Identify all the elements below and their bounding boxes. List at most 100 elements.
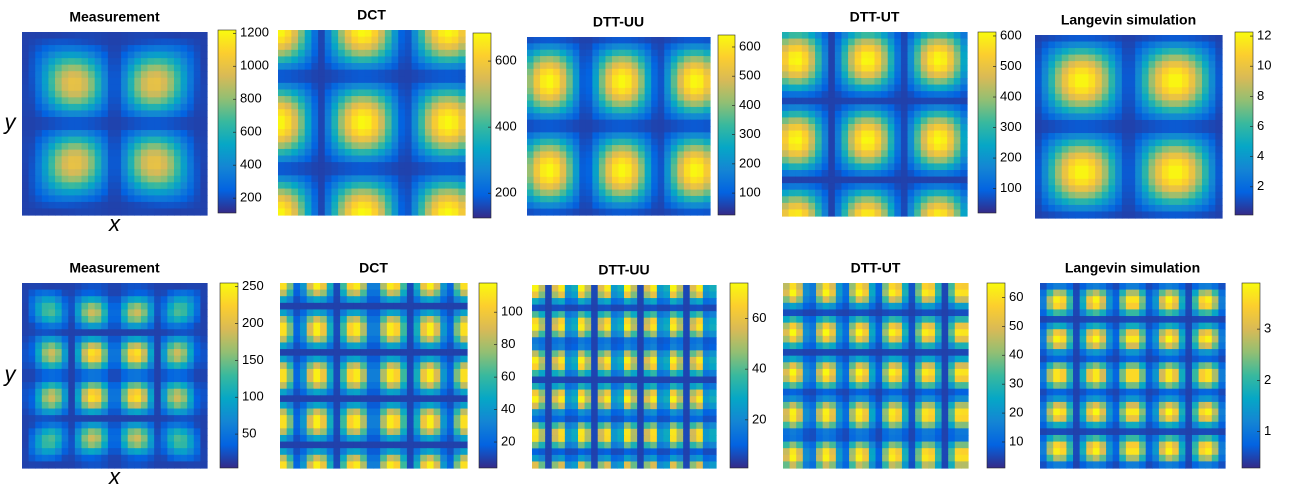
heatmap-cell [187, 455, 194, 462]
heatmap-cell [638, 196, 645, 203]
heatmap-cell [1135, 205, 1142, 212]
heatmap-cell [108, 110, 115, 117]
heatmap-cell [808, 131, 815, 138]
heatmap-cell [573, 82, 580, 89]
heatmap-cell [121, 52, 128, 59]
heatmap-cell [1209, 68, 1216, 75]
heatmap-cell [619, 190, 626, 197]
heatmap-cell [167, 58, 174, 65]
heatmap-cell [954, 137, 961, 144]
heatmap-cell [908, 98, 915, 105]
heatmap-cell [1215, 179, 1222, 186]
heatmap-cell [534, 101, 541, 108]
heatmap-cell [1175, 55, 1182, 62]
heatmap-cell [808, 209, 815, 216]
heatmap-cell [927, 131, 934, 138]
heatmap-cell [115, 137, 122, 144]
heatmap-cell [365, 129, 372, 136]
heatmap-cell [547, 196, 554, 203]
heatmap-cell [378, 83, 385, 90]
heatmap-cell [1135, 100, 1142, 107]
heatmap-cell [802, 45, 809, 52]
heatmap-cell [305, 89, 312, 96]
heatmap-cell [62, 461, 69, 468]
heatmap-cell [861, 39, 868, 46]
heatmap-cell [808, 196, 815, 203]
heatmap-cell [35, 156, 42, 163]
heatmap-cell [789, 137, 796, 144]
heatmap-cell [553, 62, 560, 69]
heatmap-cell [412, 195, 419, 202]
heatmap-cell [278, 123, 285, 130]
heatmap-cell [782, 52, 789, 59]
heatmap-cell [934, 183, 941, 190]
heatmap-cell [181, 342, 188, 349]
heatmap-cell [534, 196, 541, 203]
heatmap-cell [325, 129, 332, 136]
heatmap-cell [619, 164, 626, 171]
heatmap-cell [547, 69, 554, 76]
heatmap-cell [1122, 100, 1129, 107]
heatmap-cell [941, 196, 948, 203]
heatmap-cell [62, 52, 69, 59]
heatmap-cell [1175, 35, 1182, 42]
heatmap-cell [194, 104, 201, 111]
heatmap-cell [48, 71, 55, 78]
heatmap-cell [68, 389, 75, 396]
heatmap-cell [1142, 87, 1149, 94]
heatmap-cell [75, 156, 82, 163]
heatmap-cell [141, 189, 148, 196]
heatmap-cell [187, 362, 194, 369]
heatmap-cell [1055, 146, 1062, 153]
heatmap-cell [194, 195, 201, 202]
heatmap-cell [167, 309, 174, 316]
heatmap-cell [875, 209, 882, 216]
heatmap-cell [802, 91, 809, 98]
heatmap-cell [579, 132, 586, 139]
heatmap-cell [187, 409, 194, 416]
heatmap-cell [1082, 113, 1089, 120]
heatmap-cell [1162, 185, 1169, 192]
heatmap-cell [412, 208, 419, 215]
heatmap-cell [327, 309, 334, 316]
heatmap-cell [167, 376, 174, 383]
heatmap-cell [1149, 159, 1156, 166]
heatmap-cell [167, 356, 174, 363]
heatmap-cell [167, 290, 174, 297]
heatmap-cell [200, 143, 207, 150]
heatmap-cell [181, 415, 188, 422]
heatmap-cell [625, 126, 632, 133]
heatmap-cell [1135, 211, 1142, 218]
heatmap-cell [573, 183, 580, 190]
heatmap-cell [128, 97, 135, 104]
heatmap-cell [822, 52, 829, 59]
heatmap-cell [868, 183, 875, 190]
heatmap-cell [579, 177, 586, 184]
heatmap-cell [278, 129, 285, 136]
heatmap-cell [392, 116, 399, 123]
heatmap-cell [894, 137, 901, 144]
heatmap-cell [547, 202, 554, 209]
heatmap-cell [300, 303, 307, 310]
heatmap-cell [365, 96, 372, 103]
heatmap-cell [927, 52, 934, 59]
heatmap-cell [612, 202, 619, 209]
heatmap-cell [881, 104, 888, 111]
heatmap-cell [340, 309, 347, 316]
heatmap-cell [1129, 153, 1136, 160]
heatmap-cell [81, 290, 88, 297]
heatmap-cell [894, 209, 901, 216]
heatmap-cell [619, 177, 626, 184]
heatmap-cell [1142, 61, 1149, 68]
heatmap-cell [1155, 185, 1162, 192]
heatmap-cell [861, 91, 868, 98]
heatmap-cell [438, 89, 445, 96]
heatmap-cell [1035, 172, 1042, 179]
heatmap-cell [1042, 192, 1049, 199]
heatmap-cell [697, 88, 704, 95]
heatmap-cell [134, 110, 141, 117]
heatmap-cell [35, 309, 42, 316]
heatmap-cell [432, 169, 439, 176]
heatmap-cell [62, 39, 69, 46]
heatmap-cell [921, 196, 928, 203]
